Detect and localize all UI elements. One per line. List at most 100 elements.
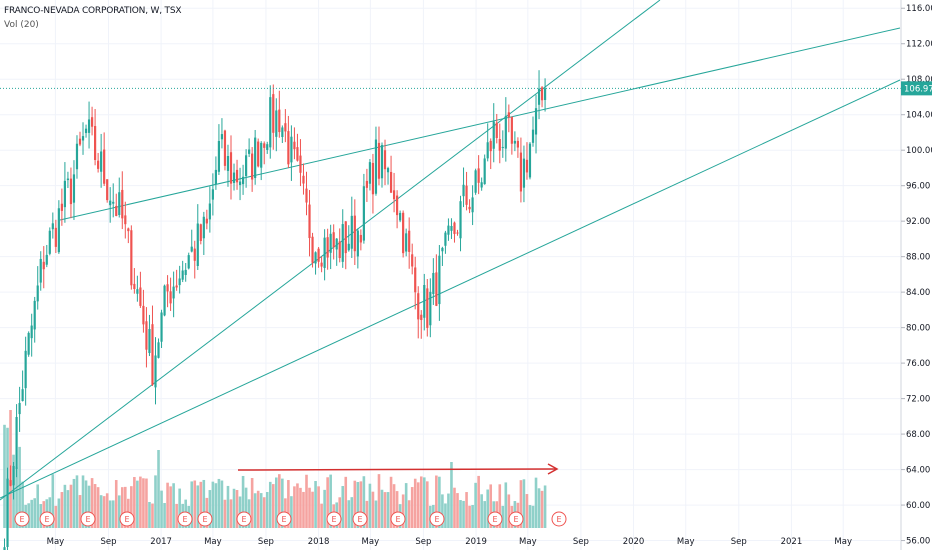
volume-bar [15,467,18,528]
time-tick-label: 2020 [623,537,645,547]
candle-body [205,218,208,224]
candle-body [414,267,417,293]
time-tick-label: May [204,537,222,547]
earnings-marker [508,511,524,527]
volume-bar [380,489,384,528]
candle-body [257,141,260,167]
earnings-marker-future [551,511,567,527]
last-price-value: 106.97 [904,84,932,94]
time-tick-label: Sep [100,537,116,547]
earnings-marker [80,511,96,527]
candle-body [266,144,269,150]
channel-trendline-3 [0,79,901,499]
candle-body [441,247,444,252]
candle-body [489,140,492,152]
candle-body [462,184,465,197]
time-tick-label: May [362,537,380,547]
volume-bar [459,500,462,528]
candle-body [84,128,88,134]
volume-bar [281,478,284,528]
candle-body [432,272,435,295]
volume-bar [211,481,215,528]
volume-bar [163,503,166,528]
volume-bar [51,474,55,528]
candle-body [308,204,311,239]
volume-bar [311,491,314,528]
candle-body [127,228,130,232]
earnings-marker [429,511,445,527]
price-tick-label: 96.00 [906,182,930,192]
volume-bar [250,478,254,528]
volume-bar [226,485,230,528]
candle-body [3,547,6,550]
candle-body [193,248,196,261]
candle-body [133,283,136,290]
volume-bar [78,495,82,528]
time-tick-label: Sep [415,537,431,547]
volume-bar [413,478,417,528]
candle-body [163,285,166,316]
candle-body [245,155,248,177]
time-tick-label: May [834,537,852,547]
candle-body [359,234,362,243]
candle-body [543,88,547,100]
volume-bar [268,481,272,528]
price-tick-label: 84.00 [906,288,930,298]
volume-bar [426,481,429,528]
candle-body [229,152,233,184]
volume-bar [190,481,194,528]
volume-bar [223,499,227,528]
volume-bar [124,486,127,528]
earnings-marker-label: E [434,515,439,524]
candle-body [103,149,106,184]
candle-body [45,254,48,265]
candle-body [516,140,519,148]
candle-body [332,232,335,248]
volume-bar [341,486,345,528]
volume-bar [416,482,420,528]
volume-bar [18,446,21,528]
time-axis[interactable]: May Sep 2017 May Sep 2018 May Sep 2019 May Sep 2020… [47,537,852,547]
candle-body [214,169,217,185]
candle-body [51,223,54,230]
volume-bar [534,477,538,528]
candle-body [90,117,94,127]
candle-body [232,172,236,183]
volume-bar [422,477,426,528]
price-tick-label: 56.00 [906,537,930,547]
volume-bar [139,476,142,528]
volume-indicator-label: Vol (20) [4,20,39,30]
candle-body [115,205,118,216]
candle-body [534,108,538,135]
volume-bar [447,493,450,528]
volume-bar [193,480,197,528]
candle-body [507,112,510,118]
volume-bar [489,484,493,528]
candle-body [408,230,411,252]
candle-body [130,230,133,286]
volume-bar [486,489,489,528]
volume-bar [148,501,151,528]
volume-bar [151,503,154,528]
volume-bar [232,488,236,528]
trendline-group[interactable] [0,0,901,501]
earnings-marker-label: E [85,515,90,524]
volume-bar [169,486,172,528]
candle-body [190,246,193,252]
candle-body [166,284,169,292]
candle-body [383,150,387,170]
earnings-marker [39,511,55,527]
volume-bar [353,480,357,528]
earnings-marker-label: E [492,515,497,524]
volume-bar [456,493,459,528]
time-tick-label: May [677,537,695,547]
volume-bar [317,486,320,528]
candle-body [380,145,384,179]
candle-body [118,192,121,215]
volume-bar [142,478,145,528]
candle-body [525,159,529,173]
volume-annotation-arrow[interactable] [237,463,559,475]
volume-bar [540,490,544,528]
volume-bar [166,482,169,528]
